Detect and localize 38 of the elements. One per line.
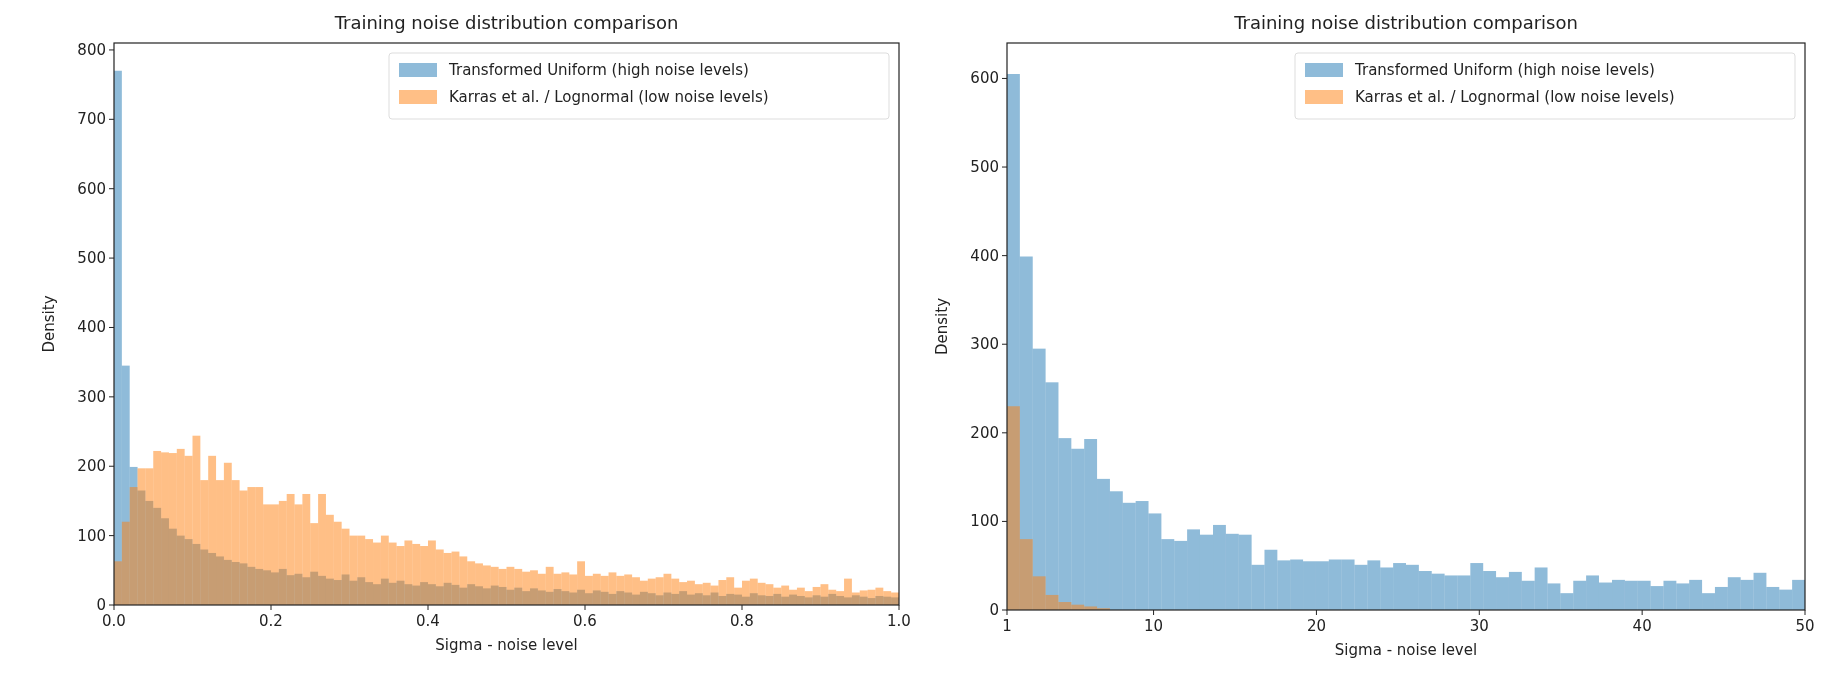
- x-tick-label: 0.0: [102, 612, 126, 630]
- x-tick-label: 1: [1002, 617, 1012, 635]
- x-tick-label: 20: [1306, 617, 1326, 635]
- x-axis-title: Sigma - noise level: [1334, 641, 1478, 659]
- x-tick-label: 10: [1144, 617, 1164, 635]
- legend-label: Transformed Uniform (high noise levels): [448, 61, 749, 79]
- y-tick-label: 800: [77, 40, 106, 59]
- x-tick-label: 40: [1632, 617, 1652, 635]
- y-tick-label: 500: [77, 249, 106, 268]
- y-tick-label: 300: [970, 335, 999, 354]
- y-tick-label: 0: [96, 596, 106, 614]
- y-tick-label: 400: [77, 318, 106, 337]
- y-tick-label: 600: [970, 69, 999, 88]
- x-tick-label: 1.0: [887, 612, 911, 630]
- x-tick-label: 0.2: [259, 612, 283, 630]
- y-axis-title: Density: [40, 295, 58, 353]
- y-axis-title: Density: [933, 297, 951, 356]
- y-tick-label: 100: [77, 526, 106, 545]
- x-tick-label: 0.6: [573, 612, 597, 630]
- chart-title: Training noise distribution comparison: [1233, 12, 1578, 33]
- legend-label: Karras et al. / Lognormal (low noise levels): [449, 88, 769, 106]
- y-tick-label: 100: [970, 512, 999, 531]
- y-tick-label: 600: [77, 179, 106, 198]
- y-tick-label: 500: [970, 158, 999, 177]
- y-tick-label: 200: [970, 423, 999, 442]
- y-tick-label: 0: [989, 601, 999, 619]
- x-tick-label: 0.8: [730, 612, 754, 630]
- y-tick-label: 200: [77, 457, 106, 476]
- x-axis-title: Sigma - noise level: [435, 636, 578, 654]
- chart-title: Training noise distribution comparison: [333, 12, 679, 33]
- legend-label: Karras et al. / Lognormal (low noise levels): [1355, 88, 1675, 106]
- x-tick-label: 0.4: [416, 612, 440, 630]
- y-tick-label: 400: [970, 246, 999, 265]
- x-tick-label: 50: [1795, 617, 1815, 635]
- legend-label: Transformed Uniform (high noise levels): [1354, 61, 1655, 79]
- y-tick-label: 700: [77, 110, 106, 129]
- y-tick-label: 300: [77, 387, 106, 406]
- x-tick-label: 30: [1469, 617, 1489, 635]
